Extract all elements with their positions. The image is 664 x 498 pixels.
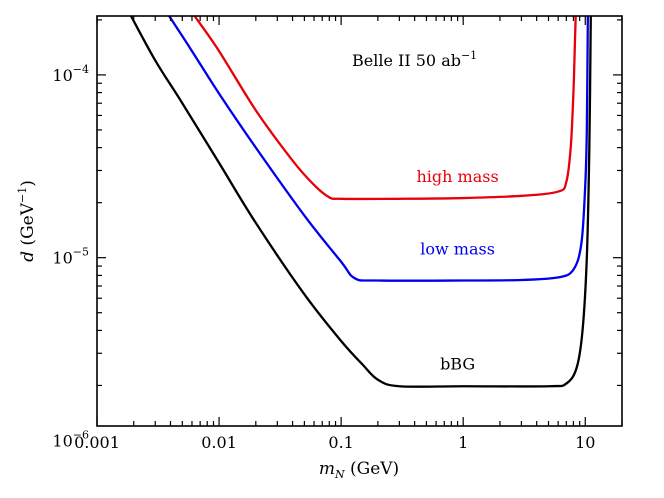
x-tick-label: 10 bbox=[575, 433, 595, 452]
series-layer bbox=[129, 16, 592, 388]
series-line-0 bbox=[193, 16, 577, 201]
y-tick-label: 10−5 bbox=[52, 246, 89, 268]
x-tick-label: 1 bbox=[458, 433, 468, 452]
series-label-0: high mass bbox=[417, 167, 499, 186]
y-tick-label: 10−4 bbox=[52, 63, 89, 85]
plot-annotation: Belle II 50 ab−1 bbox=[352, 49, 477, 70]
y-tick-label: 10−6 bbox=[52, 428, 89, 450]
plot-frame bbox=[96, 15, 623, 427]
series-label-1: low mass bbox=[420, 240, 495, 259]
x-tick-label: 0.1 bbox=[328, 433, 353, 452]
label-layer: high mass low mass bBG bbox=[417, 167, 499, 374]
x-tick-label: 0.001 bbox=[74, 433, 120, 452]
y-axis-title: d (GeV−1) bbox=[16, 180, 38, 262]
series-label-2: bBG bbox=[440, 354, 475, 373]
series-line-1 bbox=[168, 16, 589, 282]
x-tick-label: 0.01 bbox=[201, 433, 237, 452]
tick-layer: 0.001 0.01 0.1 1 10 10−6 10−5 10−4 bbox=[52, 16, 623, 452]
x-axis-title: mN (GeV) bbox=[319, 459, 399, 481]
series-line-2 bbox=[129, 16, 592, 388]
